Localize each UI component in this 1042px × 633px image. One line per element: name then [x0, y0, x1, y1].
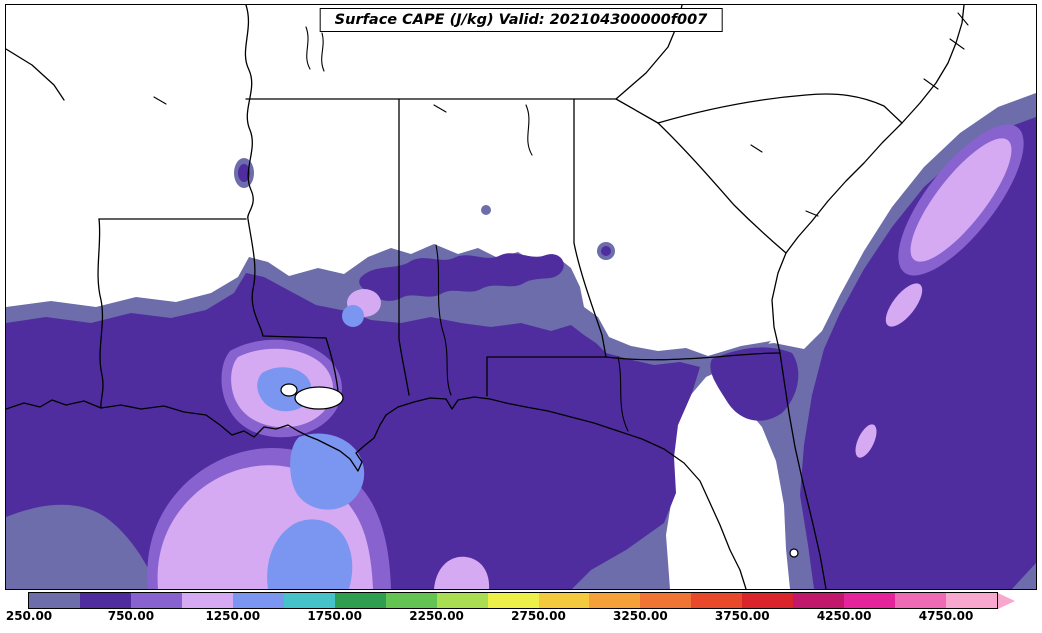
barrier-islands	[923, 12, 969, 90]
colorbar-segment	[742, 593, 794, 608]
colorbar-segment	[29, 593, 80, 608]
map-title-text: Surface CAPE (J/kg) Valid: 202104300000f…	[334, 12, 708, 28]
lake-maurepas	[280, 383, 298, 397]
colorbar-segment	[385, 593, 437, 608]
colorbar-tick-label: 4750.00	[918, 609, 974, 623]
colorbar-segment	[844, 593, 896, 608]
northcarolina-southcarolina-border	[657, 93, 903, 124]
colorbar-tick-label: 3750.00	[714, 609, 770, 623]
cape-speck-purple-north-ms	[238, 164, 250, 182]
mississippi-alabama-border	[398, 98, 410, 396]
colorbar-tick-label: 4250.00	[816, 609, 872, 623]
lake-pontchartrain	[294, 386, 344, 410]
cape-region-purple-worm-ms-al	[359, 253, 564, 301]
cape-region-blue-offshore-tongue	[267, 519, 353, 589]
alabama-georgia-border	[573, 98, 607, 358]
colorbar-tick-label: 250.00	[5, 609, 53, 623]
cape-region-lavender-atlantic-streak	[910, 138, 1012, 262]
colorbar-segment	[640, 593, 692, 608]
colorbar-segments	[28, 592, 998, 609]
georgia-southcarolina-border	[657, 122, 787, 254]
colorbar-segment	[946, 593, 998, 608]
cape-region-purple-ne-florida-bridge	[710, 347, 799, 421]
geography-lines	[6, 5, 969, 589]
cape-region-purple-atlantic-core	[800, 117, 1036, 589]
florida-north-border	[486, 352, 781, 397]
cape-region-blue-ne-of-lake	[342, 305, 364, 327]
colorbar-segment	[79, 593, 131, 608]
colorbar-segment	[181, 593, 233, 608]
colorbar-tick-label: 2250.00	[409, 609, 464, 623]
colorbar-segment	[232, 593, 284, 608]
mississippi-river-border	[244, 5, 339, 392]
cape-region-lavender-offshore-small	[434, 556, 490, 589]
cape-region-blue-south-of-delta	[290, 433, 365, 510]
colorbar-tick-label: 3250.00	[613, 609, 668, 623]
cape-speck-slate-central-al	[481, 205, 491, 215]
cape-region-lavender-fl-coast-small	[855, 424, 877, 458]
atlantic-coastline	[771, 5, 965, 589]
colorbar-segment	[793, 593, 845, 608]
river-squiggles	[153, 26, 819, 432]
colorbar-extend-arrow	[998, 592, 1015, 609]
colorbar-segment	[589, 593, 641, 608]
colorbar-segment	[538, 593, 590, 608]
colorbar-segment	[691, 593, 743, 608]
colorbar-tick-label: 1250.00	[205, 609, 261, 623]
colorbar	[28, 592, 1015, 609]
colorbar-segment	[487, 593, 539, 608]
gulf-coastline	[6, 396, 747, 589]
colorbar-segment	[283, 593, 335, 608]
cape-region-lavender-atlantic-small	[885, 283, 923, 327]
map-frame: Surface CAPE (J/kg) Valid: 202104300000f…	[5, 4, 1037, 590]
colorbar-segment	[895, 593, 947, 608]
missouri-arkansas-border	[6, 48, 65, 101]
colorbar-segment	[334, 593, 386, 608]
lakes	[280, 383, 799, 558]
colorbar-segment	[436, 593, 488, 608]
colorbar-ticks: 250.00 750.00 1250.00 1750.00 2250.00 2750.00…	[6, 609, 997, 627]
cape-fill-regions	[6, 93, 1036, 589]
map-title: Surface CAPE (J/kg) Valid: 202104300000f…	[319, 8, 723, 32]
colorbar-tick-label: 750.00	[107, 609, 155, 623]
weather-map	[6, 5, 1036, 589]
cape-speck-purple-al-ga	[601, 246, 611, 256]
colorbar-tick-label: 2750.00	[511, 609, 566, 623]
colorbar-segment	[130, 593, 182, 608]
colorbar-tick-label: 1750.00	[307, 609, 362, 623]
texas-louisiana-border	[97, 218, 104, 408]
florida-lake	[789, 548, 799, 558]
